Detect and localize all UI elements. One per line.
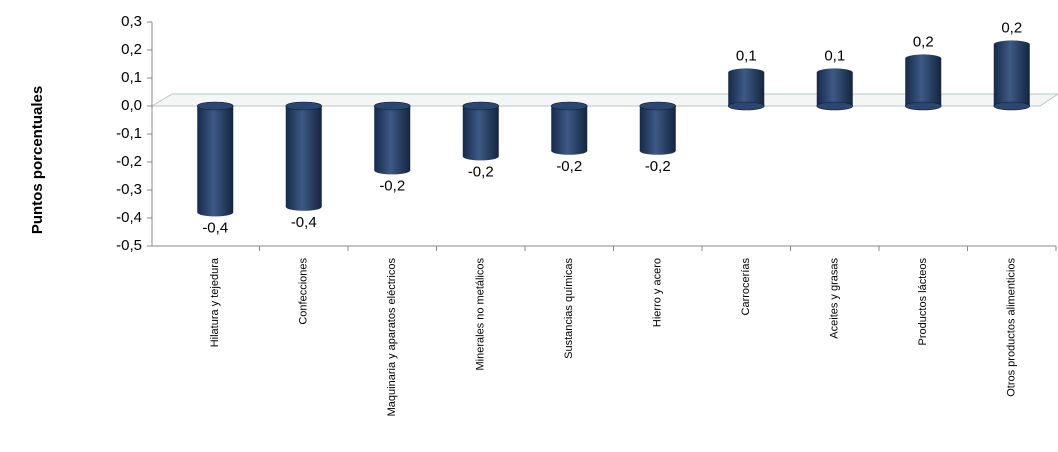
x-tick-label: Maquinaria y aparatos eléctricos	[386, 258, 398, 417]
cylinder	[462, 101, 500, 161]
cylinder-end	[993, 40, 1030, 49]
y-tick-label: 0,2	[121, 41, 142, 58]
cylinder	[373, 101, 411, 175]
bar	[551, 106, 588, 151]
cylinder-end	[197, 208, 234, 217]
y-tick-label: 0,1	[121, 69, 142, 86]
cylinder-cap	[904, 101, 942, 111]
cylinder-end	[639, 146, 676, 155]
x-tick-label: Confecciones	[298, 258, 310, 325]
y-axis-label: Puntos porcentuales	[29, 86, 46, 234]
cylinder-end	[285, 202, 322, 211]
x-tick-label: Minerales no metálicos	[475, 258, 487, 371]
cylinder-cap	[993, 101, 1031, 111]
bar	[639, 106, 676, 151]
value-label: 0,1	[736, 47, 757, 64]
cylinder-cap	[373, 101, 411, 111]
value-label: -0,2	[645, 158, 671, 175]
cylinder	[727, 68, 765, 111]
bar	[285, 106, 322, 207]
x-tick-label: Productos lácteos	[917, 258, 929, 346]
bar	[728, 72, 765, 106]
value-label: -0,2	[468, 163, 494, 180]
cylinder	[816, 68, 854, 111]
value-label: -0,4	[202, 219, 228, 236]
y-tick-label: -0,2	[116, 153, 142, 170]
cylinder-cap	[639, 101, 677, 111]
cylinder-end	[374, 166, 411, 175]
y-tick-label: -0,5	[116, 237, 142, 254]
cylinder-cap	[816, 101, 854, 111]
x-tick-label: Hilatura y tejedura	[209, 257, 221, 347]
cylinder-end	[905, 54, 942, 63]
cylinder-end	[462, 152, 499, 161]
x-tick-label: Otros productos alimenticios	[1006, 258, 1018, 397]
cylinder	[550, 101, 588, 155]
x-tick-label: Carrocerías	[740, 258, 752, 316]
cylinder	[285, 101, 323, 211]
y-tick-label: -0,3	[116, 181, 142, 198]
x-tick-label: Aceites y grasas	[829, 258, 841, 339]
cylinder	[196, 101, 234, 217]
cylinder	[904, 54, 942, 111]
y-tick-label: -0,4	[116, 209, 142, 226]
value-label: 0,2	[913, 33, 934, 50]
bar	[462, 106, 499, 157]
cylinder	[993, 40, 1031, 111]
y-tick-label: 0,0	[121, 97, 142, 114]
value-label: -0,2	[379, 177, 405, 194]
y-tick-label: 0,3	[121, 13, 142, 30]
cylinder-cap	[196, 101, 234, 111]
cylinder-cap	[550, 101, 588, 111]
cylinder	[639, 101, 677, 155]
x-tick-label: Sustancias químicas	[563, 258, 575, 359]
cylinder-cap	[285, 101, 323, 111]
cylinder-cap	[727, 101, 765, 111]
cylinder-end	[551, 146, 588, 155]
cylinder-cap	[462, 101, 500, 111]
cylinder-end	[816, 68, 853, 77]
value-label: -0,2	[556, 158, 582, 175]
bar	[816, 72, 853, 106]
y-tick-label: -0,1	[116, 125, 142, 142]
bar	[993, 44, 1030, 106]
value-label: 0,2	[1001, 19, 1022, 36]
bar	[374, 106, 411, 171]
cylinder-end	[728, 68, 765, 77]
value-label: -0,4	[291, 214, 317, 231]
bar	[905, 58, 942, 106]
bar	[197, 106, 234, 213]
value-label: 0,1	[824, 47, 845, 64]
x-tick-label: Hierro y acero	[652, 258, 664, 327]
